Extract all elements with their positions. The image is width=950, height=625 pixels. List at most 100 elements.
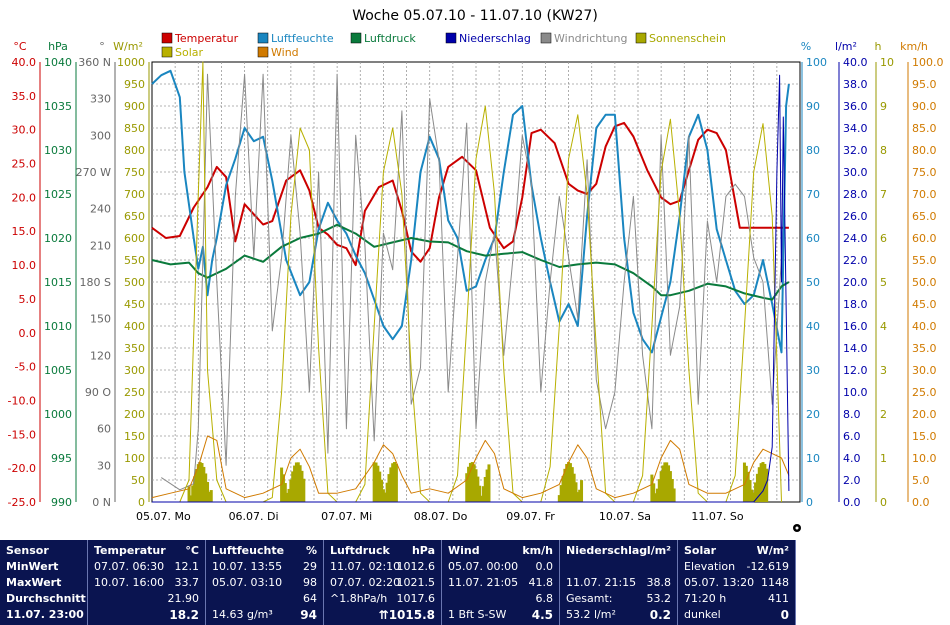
solar-elevation-label: Elevation	[684, 560, 736, 573]
sunshine-bar	[757, 467, 761, 502]
axis-tick-rain: 6.0	[843, 430, 861, 443]
sunshine-bar	[650, 474, 654, 502]
sunshine-bar	[378, 471, 382, 502]
axis-tick-sunshine: 5	[880, 276, 887, 289]
axis-tick-solar: 450	[124, 298, 145, 311]
legend-label: Luftfeuchte	[271, 32, 334, 45]
axis-tick-rain: 12.0	[843, 364, 868, 377]
sunshine-bar	[281, 474, 285, 502]
sensor-header: Sensor	[6, 544, 49, 557]
axis-tick-solar: 500	[124, 276, 145, 289]
axis-tick-humidity: 100	[806, 56, 827, 69]
axis-tick-winddir: 330	[90, 93, 111, 106]
axis-tick-winddir: 210	[90, 239, 111, 252]
sunshine-bar	[187, 486, 191, 502]
axis-tick-winddir: 360 N	[78, 56, 111, 69]
sunshine-bar	[194, 469, 198, 502]
series-line-luftdruck	[151, 223, 790, 301]
sunshine-bar	[570, 467, 574, 502]
axis-tick-winddir: 60	[97, 423, 111, 436]
axis-tick-humidity: 50	[806, 276, 820, 289]
axis-tick-sunshine: 9	[880, 100, 887, 113]
luftdruck-max-time: 07.07. 02:20	[330, 576, 401, 589]
wind-current: 4.5	[531, 608, 553, 622]
axis-tick-solar: 900	[124, 100, 145, 113]
axis-tick-wind: 5.0	[912, 474, 930, 487]
series-line-windrichtung	[161, 73, 782, 491]
axis-tick-rain: 36.0	[843, 100, 868, 113]
niederschlag-current: 0.2	[649, 608, 671, 622]
sunshine-bar	[487, 464, 491, 502]
axis-tick-winddir: 90 O	[85, 386, 111, 399]
temperatur-header: Temperatur	[94, 544, 166, 557]
axis-tick-wind: 60.0	[912, 232, 937, 245]
axis-tick-solar: 100	[124, 452, 145, 465]
axis-tick-pressure: 1005	[44, 364, 72, 377]
sunshine-bar	[667, 465, 671, 502]
legend-swatch	[635, 32, 647, 44]
sunshine-bar	[578, 489, 582, 502]
x-axis-label: 06.07. Di	[229, 510, 279, 523]
solar-header: Solar	[684, 544, 717, 557]
axis-tick-solar: 250	[124, 386, 145, 399]
sunshine-bar	[206, 481, 210, 502]
series-line-wind	[151, 435, 790, 499]
axis-tick-wind: 15.0	[912, 430, 937, 443]
stats-col-solar: Solar W/m² Elevation -12.619 05.07. 13:20 1…	[678, 540, 796, 625]
axis-tick-solar: 800	[124, 144, 145, 157]
axis-tick-rain: 30.0	[843, 166, 868, 179]
sunshine-bar	[480, 495, 484, 502]
axis-tick-temp: 25.0	[12, 158, 37, 171]
axis-tick-rain: 26.0	[843, 210, 868, 223]
temperatur-max-time: 10.07. 16:00	[94, 576, 165, 589]
axis-tick-winddir: 120	[90, 349, 111, 362]
stats-col-sensor: Sensor MinWert MaxWert Durchschnitt 11.0…	[0, 540, 88, 625]
axis-tick-rain: 10.0	[843, 386, 868, 399]
wind-beaufort: 1 Bft S-SW	[448, 608, 507, 621]
axis-tick-solar: 0	[138, 496, 145, 509]
legend-label: Wind	[271, 46, 299, 59]
sunshine-bar	[191, 485, 195, 502]
axis-tick-solar: 150	[124, 430, 145, 443]
axis-tick-rain: 38.0	[843, 78, 868, 91]
wind-min-time: 05.07. 00:00	[448, 560, 519, 573]
sunshine-bar	[287, 488, 291, 502]
temperatur-unit: °C	[185, 544, 199, 557]
sunshine-bar	[474, 469, 478, 502]
solar-elevation: -12.619	[746, 560, 789, 573]
axis-tick-humidity: 60	[806, 232, 820, 245]
axis-tick-pressure: 1015	[44, 276, 72, 289]
sunshine-bar	[189, 495, 193, 502]
axis-tick-rain: 16.0	[843, 320, 868, 333]
stats-col-wind: Wind km/h 05.07. 00:00 0.0 11.07. 21:05 41.…	[442, 540, 560, 625]
niederschlag-max-time: 11.07. 21:15	[566, 576, 637, 589]
axis-unit-sunshine: h	[875, 40, 882, 53]
x-axis-label: 05.07. Mo	[136, 510, 191, 523]
sunshine-bar	[294, 462, 298, 502]
sunshine-bar	[372, 462, 376, 502]
sunshine-bar	[755, 473, 759, 502]
solar-unit: W/m²	[756, 544, 789, 557]
axis-tick-sunshine: 8	[880, 144, 887, 157]
solar-current: 0	[780, 608, 789, 622]
row-label-avg: Durchschnitt	[6, 592, 86, 605]
niederschlag-total: 53.2	[646, 592, 672, 605]
legend-swatch	[161, 46, 173, 58]
sunshine-bar	[483, 477, 487, 502]
sunshine-bar	[657, 479, 661, 502]
stats-col-niederschlag: Niederschlag l/m² 11.07. 21:15 38.8 Gesamt…	[560, 540, 678, 625]
sunshine-bar	[476, 476, 480, 502]
axis-unit-wind: km/h	[900, 40, 928, 53]
sunshine-bar	[665, 462, 669, 502]
sunshine-bar	[742, 462, 746, 502]
axis-tick-wind: 30.0	[912, 364, 937, 377]
axis-tick-wind: 50.0	[912, 276, 937, 289]
axis-unit-temp: °C	[13, 40, 27, 53]
axis-tick-pressure: 1010	[44, 320, 72, 333]
sunshine-bar	[754, 482, 758, 502]
niederschlag-max-value: 38.8	[646, 576, 672, 589]
legend-swatch	[350, 32, 362, 44]
sunshine-bar	[193, 476, 197, 502]
axis-tick-temp: -20.0	[8, 462, 36, 475]
sunshine-bar	[567, 462, 571, 502]
